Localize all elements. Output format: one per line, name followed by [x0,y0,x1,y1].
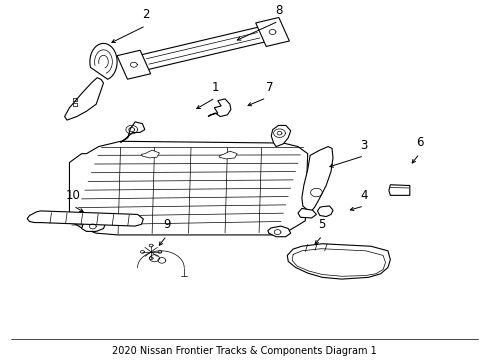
Polygon shape [287,244,389,279]
Polygon shape [81,217,106,231]
Text: 1: 1 [211,81,219,94]
Text: 4: 4 [360,189,367,202]
Text: 9: 9 [163,219,170,231]
Polygon shape [69,141,307,235]
Polygon shape [219,151,237,159]
Polygon shape [301,147,332,211]
Polygon shape [125,23,280,73]
Polygon shape [317,206,332,217]
Polygon shape [271,125,290,147]
Text: 6: 6 [415,136,423,149]
Text: 10: 10 [66,189,81,202]
Polygon shape [255,18,289,46]
Polygon shape [141,150,159,158]
Polygon shape [297,208,316,218]
Text: 2: 2 [142,9,149,22]
Polygon shape [120,122,144,142]
Text: 2020 Nissan Frontier Tracks & Components Diagram 1: 2020 Nissan Frontier Tracks & Components… [112,346,376,356]
Polygon shape [117,50,150,79]
Polygon shape [27,211,143,226]
Polygon shape [267,226,290,237]
Polygon shape [64,78,103,120]
Polygon shape [207,99,230,117]
Text: 5: 5 [318,219,325,231]
Text: 8: 8 [274,4,282,17]
Polygon shape [90,44,117,79]
Text: 7: 7 [266,81,273,94]
Polygon shape [388,185,409,195]
Text: 3: 3 [360,139,367,152]
